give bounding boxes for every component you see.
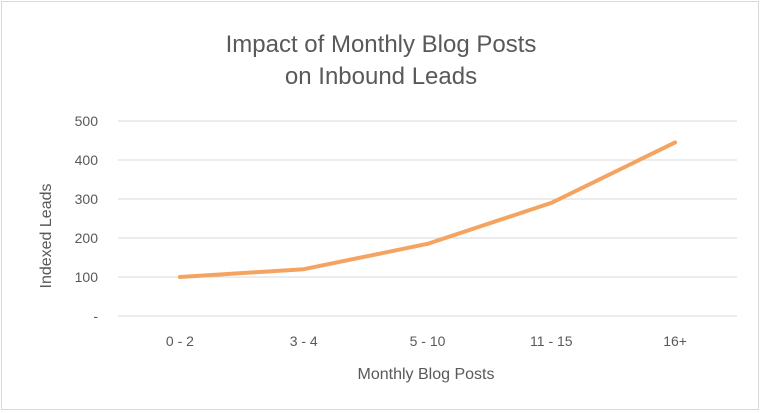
- y-axis-title: Indexed Leads: [38, 184, 55, 289]
- x-tick-label-0: 0 - 2: [166, 333, 194, 349]
- series-line-0: [177, 140, 678, 279]
- y-axis-tick-labels: - 100 200 300 400 500: [75, 113, 99, 324]
- x-tick-label-3: 11 - 15: [530, 333, 573, 349]
- y-tick-label-4: 400: [75, 152, 99, 168]
- series-layer: [177, 140, 678, 279]
- y-tick-label-0: -: [93, 308, 98, 324]
- chart-title-line-1: Impact of Monthly Blog Posts: [226, 31, 537, 58]
- y-tick-label-3: 300: [75, 191, 99, 207]
- x-tick-label-4: 16+: [663, 333, 687, 349]
- y-tick-label-5: 500: [75, 113, 99, 129]
- y-tick-label-2: 200: [75, 230, 99, 246]
- x-tick-label-2: 5 - 10: [410, 333, 446, 349]
- y-tick-label-1: 100: [75, 269, 99, 285]
- x-axis-tick-labels: 0 - 2 3 - 4 5 - 10 11 - 15 16+: [166, 333, 687, 349]
- x-tick-label-1: 3 - 4: [290, 333, 318, 349]
- gridlines: [118, 120, 737, 317]
- x-axis-title: Monthly Blog Posts: [358, 366, 495, 383]
- chart-title-line-2: on Inbound Leads: [285, 63, 477, 90]
